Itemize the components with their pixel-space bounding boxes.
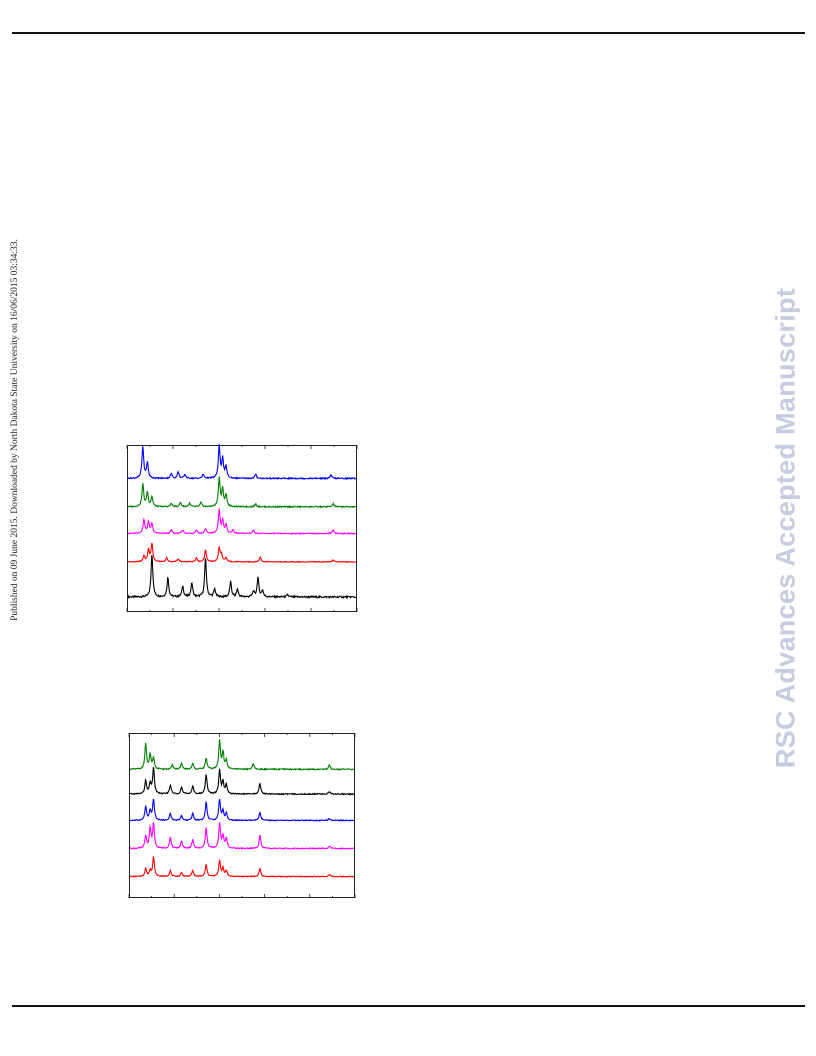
axis-ticks: [128, 733, 356, 898]
series-line-3: [127, 508, 357, 535]
series-line-3: [129, 798, 355, 822]
series-line-4: [129, 766, 355, 796]
series-line-1: [127, 554, 357, 600]
axis-ticks: [126, 445, 358, 612]
series-line-5: [127, 444, 357, 481]
xrd-chart-1: [126, 444, 358, 612]
series-line-1: [129, 856, 355, 878]
watermark-text: RSC Advances Accepted Manuscript: [770, 287, 801, 769]
plot-frame: [127, 445, 357, 612]
chart-svg-2: [128, 733, 356, 898]
plot-frame: [129, 733, 355, 898]
series-line-4: [127, 476, 357, 509]
series-line-2: [127, 542, 357, 564]
chart-svg-1: [126, 444, 358, 612]
publication-note-text: Published on 09 June 2015. Downloaded by…: [10, 239, 20, 621]
series-line-2: [129, 822, 355, 850]
series-line-5: [129, 739, 355, 772]
footer-rule: [12, 1005, 805, 1007]
xrd-chart-2: [128, 733, 356, 898]
header-rule: [12, 32, 805, 34]
